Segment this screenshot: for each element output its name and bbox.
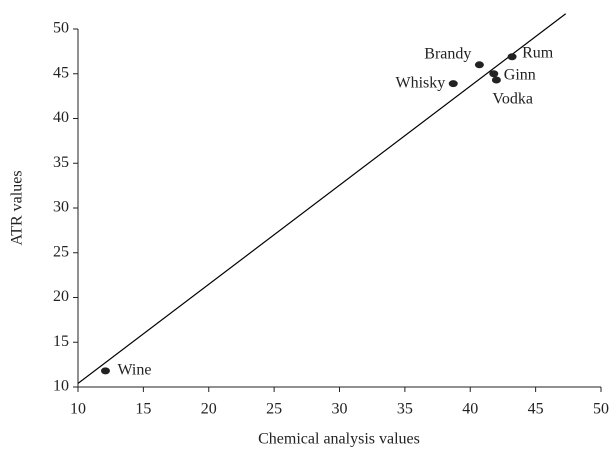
point (489, 70, 499, 78)
x-tick-label: 45 (528, 401, 544, 418)
point-label: Brandy (424, 45, 471, 62)
point-label: Vodka (492, 91, 533, 108)
x-tick-label: 15 (135, 401, 151, 418)
y-tick-label: 30 (53, 199, 69, 216)
y-tick-label: 10 (53, 378, 69, 395)
point (491, 76, 501, 84)
x-tick-label: 30 (332, 401, 348, 418)
x-tick-label: 50 (593, 401, 609, 418)
y-tick-label: 45 (53, 64, 69, 81)
x-tick-label: 25 (266, 401, 282, 418)
point-label: Ginn (504, 66, 536, 83)
x-tick-label: 20 (201, 401, 217, 418)
fit-line (77, 13, 567, 384)
point-label: Whisky (395, 74, 445, 91)
point (448, 80, 458, 88)
y-axis-label: ATR values (9, 170, 26, 245)
x-tick-label: 10 (70, 401, 86, 418)
y-tick-label: 25 (53, 243, 69, 260)
point-label: Rum (522, 44, 554, 61)
y-tick-label: 15 (53, 333, 69, 350)
point (100, 367, 110, 375)
y-tick-label: 20 (53, 288, 69, 305)
point (474, 61, 484, 69)
y-tick-label: 50 (53, 20, 69, 37)
x-axis-label: Chemical analysis values (258, 431, 420, 448)
y-tick-label: 35 (53, 154, 69, 171)
point-label: Wine (117, 362, 151, 379)
x-tick-label: 35 (397, 401, 413, 418)
point (507, 53, 517, 61)
y-tick-label: 40 (53, 109, 69, 126)
x-tick-label: 40 (462, 401, 478, 418)
